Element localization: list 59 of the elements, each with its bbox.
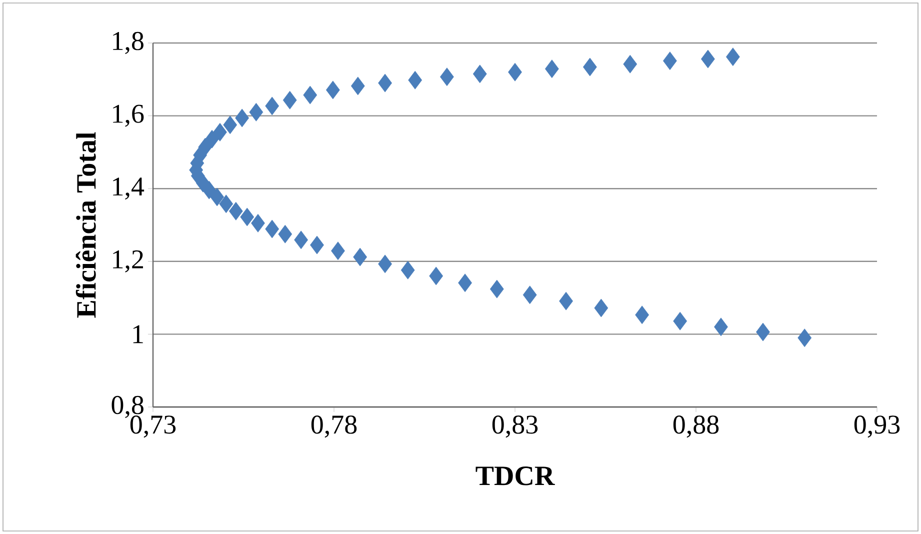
point xyxy=(213,122,227,142)
point xyxy=(594,298,608,318)
point xyxy=(223,116,238,134)
point xyxy=(544,60,559,78)
point xyxy=(219,194,234,214)
point xyxy=(210,188,224,206)
point xyxy=(198,138,212,156)
y-tick-label: 1,6 xyxy=(113,104,144,127)
point xyxy=(228,202,243,220)
point xyxy=(205,130,219,148)
point xyxy=(635,306,650,324)
y-axis-title: Eficiência Total xyxy=(76,132,96,318)
x-tick-label: 0,93 xyxy=(854,416,900,438)
point xyxy=(326,80,340,100)
point xyxy=(294,230,308,250)
point xyxy=(400,260,415,280)
point xyxy=(522,286,537,304)
point xyxy=(350,76,365,96)
point xyxy=(700,50,715,68)
point xyxy=(582,58,597,76)
point xyxy=(756,322,770,342)
x-tick-label: 0,78 xyxy=(311,416,357,438)
point xyxy=(673,312,688,330)
point xyxy=(726,48,740,66)
point xyxy=(303,86,318,104)
point xyxy=(508,62,522,82)
x-tick-label: 0,88 xyxy=(673,416,719,438)
point xyxy=(623,54,638,74)
point xyxy=(331,242,345,260)
x-axis-title: TDCR xyxy=(476,466,555,486)
point xyxy=(265,220,280,238)
y-tick-label: 1 xyxy=(133,325,143,344)
point xyxy=(559,292,573,310)
point xyxy=(662,52,677,70)
point xyxy=(798,328,812,348)
point xyxy=(278,224,292,244)
point xyxy=(265,96,280,116)
point xyxy=(429,266,444,286)
point xyxy=(714,318,728,336)
point xyxy=(490,280,504,298)
point xyxy=(440,68,454,86)
point xyxy=(251,214,265,232)
point xyxy=(240,208,254,226)
point xyxy=(458,274,472,292)
point xyxy=(310,236,324,254)
y-tick-label: 0,8 xyxy=(112,396,144,418)
y-tick-label: 1,8 xyxy=(113,32,144,54)
y-tick-label: 1,2 xyxy=(113,250,143,272)
y-tick-label: 1,4 xyxy=(113,178,144,200)
point xyxy=(378,254,392,274)
point xyxy=(282,90,297,110)
point xyxy=(249,102,264,122)
point xyxy=(235,108,250,128)
x-tick-label: 0,73 xyxy=(130,416,176,438)
x-tick-label: 0,83 xyxy=(492,416,538,438)
point xyxy=(472,64,487,84)
point xyxy=(378,74,392,92)
point xyxy=(408,70,422,90)
point xyxy=(353,248,368,266)
